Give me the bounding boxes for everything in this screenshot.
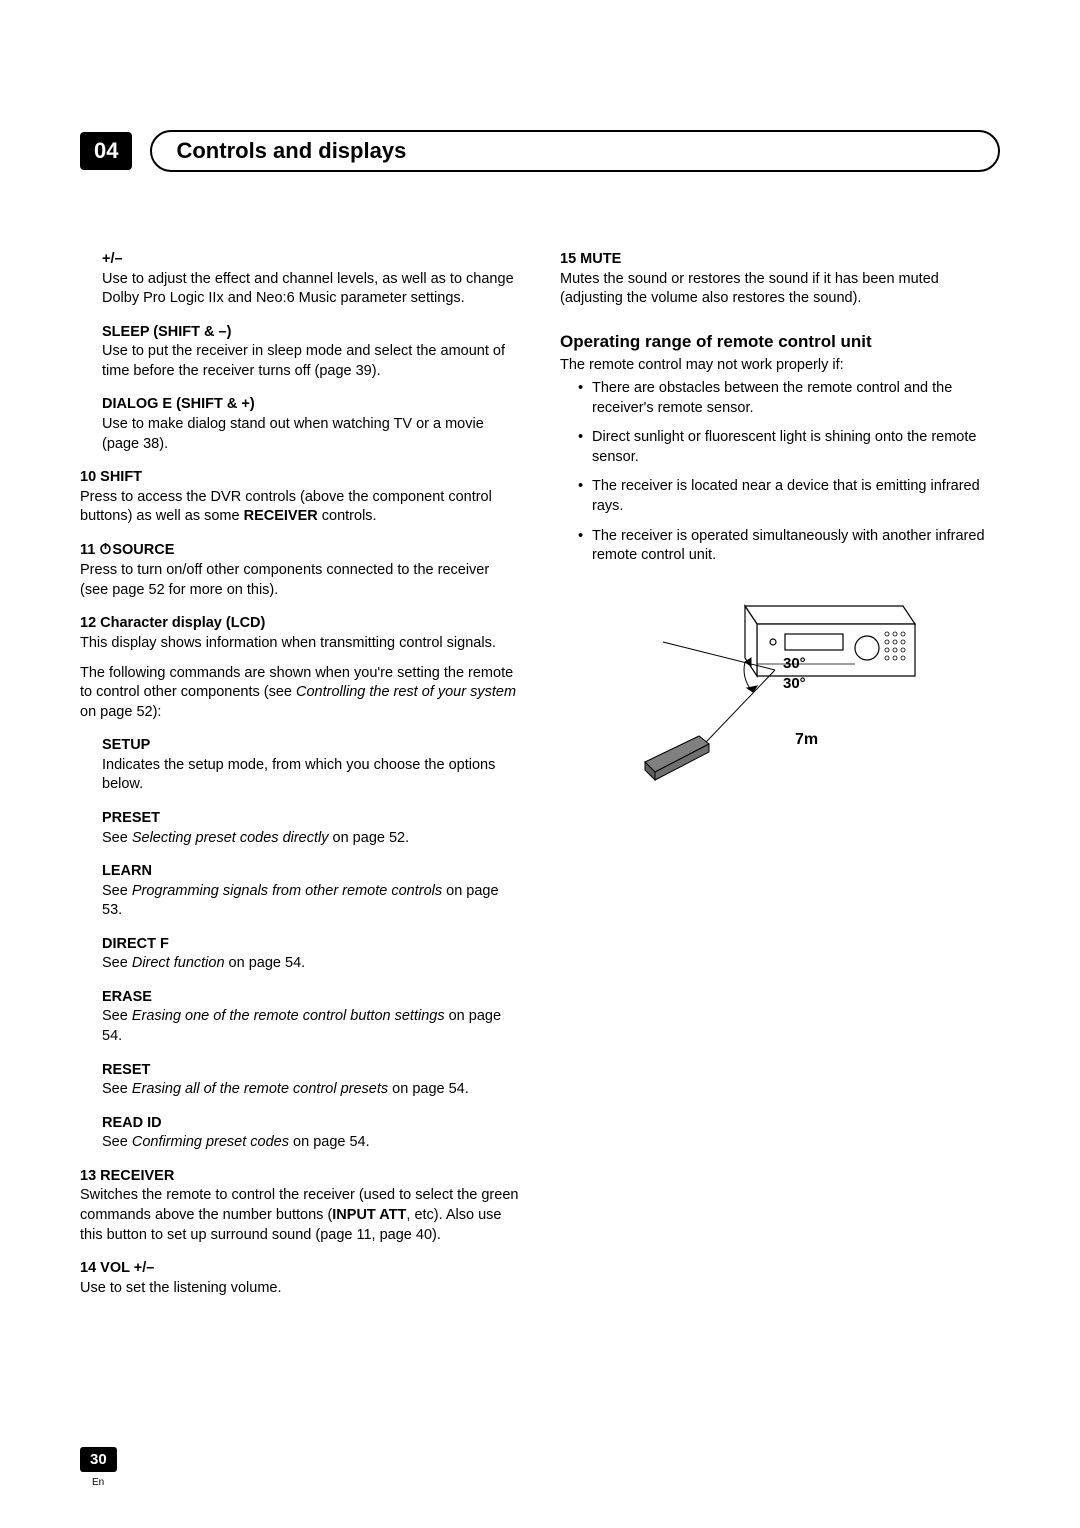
text-source: Press to turn on/off other components co… [80,561,520,600]
text-shift-b: RECEIVER [244,508,318,524]
bullet-item: There are obstacles between the remote c… [578,379,1000,418]
content-columns: +/– Use to adjust the effect and channel… [80,250,1000,1300]
heading-source-label: SOURCE [112,542,174,558]
heading-shift: 10 SHIFT [80,468,520,488]
text-shift: Press to access the DVR controls (above … [80,488,520,527]
bullet-item: The receiver is operated simultaneously … [578,527,1000,566]
heading-vol: 14 VOL +/– [80,1259,520,1279]
bullet-item: Direct sunlight or fluorescent light is … [578,428,1000,467]
heading-sleep: SLEEP (SHIFT & –) [102,323,520,343]
heading-erase: ERASE [102,988,520,1008]
diagram-angle-top: 30° [783,655,806,672]
text-directf-a: See [102,955,132,971]
text-receiver-b: INPUT ATT [332,1207,406,1223]
page-number-badge: 30 [80,1447,117,1472]
text-erase-a: See [102,1008,132,1024]
heading-preset: PRESET [102,809,520,829]
remote-icon [645,736,709,780]
chapter-number-badge: 04 [80,132,132,170]
item-plusminus: +/– Use to adjust the effect and channel… [102,250,520,454]
heading-readid: READ ID [102,1114,520,1134]
receiver-icon [745,606,915,676]
text-readid-i: Confirming preset codes [132,1134,289,1150]
diagram-svg: 30° 30° 7m [625,584,935,794]
heading-directf: DIRECT F [102,935,520,955]
text-preset: See Selecting preset codes directly on p… [102,829,520,849]
text-chardisp-2i: Controlling the rest of your system [296,684,516,700]
text-erase-i: Erasing one of the remote control button… [132,1008,445,1024]
heading-reset: RESET [102,1061,520,1081]
text-preset-a: See [102,830,132,846]
text-directf-i: Direct function [132,955,225,971]
heading-dialoge: DIALOG E (SHIFT & +) [102,395,520,415]
chapter-title: Controls and displays [176,138,406,163]
text-sleep: Use to put the receiver in sleep mode an… [102,342,520,381]
text-receiver: Switches the remote to control the recei… [80,1186,520,1245]
text-directf-b: on page 54. [225,955,306,971]
text-reset-a: See [102,1081,132,1097]
page-language: En [92,1477,104,1488]
text-erase: See Erasing one of the remote control bu… [102,1007,520,1046]
text-mute: Mutes the sound or restores the sound if… [560,270,1000,309]
text-shift-c: controls. [318,508,377,524]
lcd-commands: SETUP Indicates the setup mode, from whi… [102,736,520,1153]
remote-range-diagram: 30° 30° 7m [560,584,1000,801]
diagram-angle-bottom: 30° [783,675,806,692]
text-preset-b: on page 52. [329,830,410,846]
chapter-title-pill: Controls and displays [150,130,1000,172]
heading-learn: LEARN [102,862,520,882]
text-reset-b: on page 54. [388,1081,469,1097]
text-readid: See Confirming preset codes on page 54. [102,1133,520,1153]
text-chardisp-1: This display shows information when tran… [80,634,520,654]
text-reset-i: Erasing all of the remote control preset… [132,1081,388,1097]
text-setup: Indicates the setup mode, from which you… [102,756,520,795]
right-column: 15 MUTE Mutes the sound or restores the … [560,250,1000,1300]
heading-chardisp: 12 Character display (LCD) [80,614,520,634]
heading-source-num: 11 [80,542,99,558]
text-learn-i: Programming signals from other remote co… [132,883,442,899]
text-oprange-intro: The remote control may not work properly… [560,356,1000,376]
text-chardisp-2b: on page 52): [80,704,161,720]
text-plusminus: Use to adjust the effect and channel lev… [102,270,520,309]
text-chardisp-2: The following commands are shown when yo… [80,664,520,723]
text-preset-i: Selecting preset codes directly [132,830,329,846]
diagram-distance: 7m [795,731,818,748]
heading-plusminus: +/– [102,250,520,270]
text-directf: See Direct function on page 54. [102,954,520,974]
text-dialoge: Use to make dialog stand out when watchi… [102,415,520,454]
bullet-item: The receiver is located near a device th… [578,477,1000,516]
power-icon [99,542,112,562]
text-readid-a: See [102,1134,132,1150]
heading-oprange: Operating range of remote control unit [560,331,1000,354]
text-reset: See Erasing all of the remote control pr… [102,1080,520,1100]
oprange-bullets: There are obstacles between the remote c… [578,379,1000,566]
heading-source: 11 SOURCE [80,541,520,562]
text-readid-b: on page 54. [289,1134,370,1150]
text-learn-a: See [102,883,132,899]
text-vol: Use to set the listening volume. [80,1279,520,1299]
text-learn: See Programming signals from other remot… [102,882,520,921]
page-root: 04 Controls and displays +/– Use to adju… [0,0,1080,1528]
left-column: +/– Use to adjust the effect and channel… [80,250,520,1300]
heading-setup: SETUP [102,736,520,756]
heading-receiver: 13 RECEIVER [80,1167,520,1187]
chapter-header: 04 Controls and displays [80,130,1000,172]
heading-mute: 15 MUTE [560,250,1000,270]
